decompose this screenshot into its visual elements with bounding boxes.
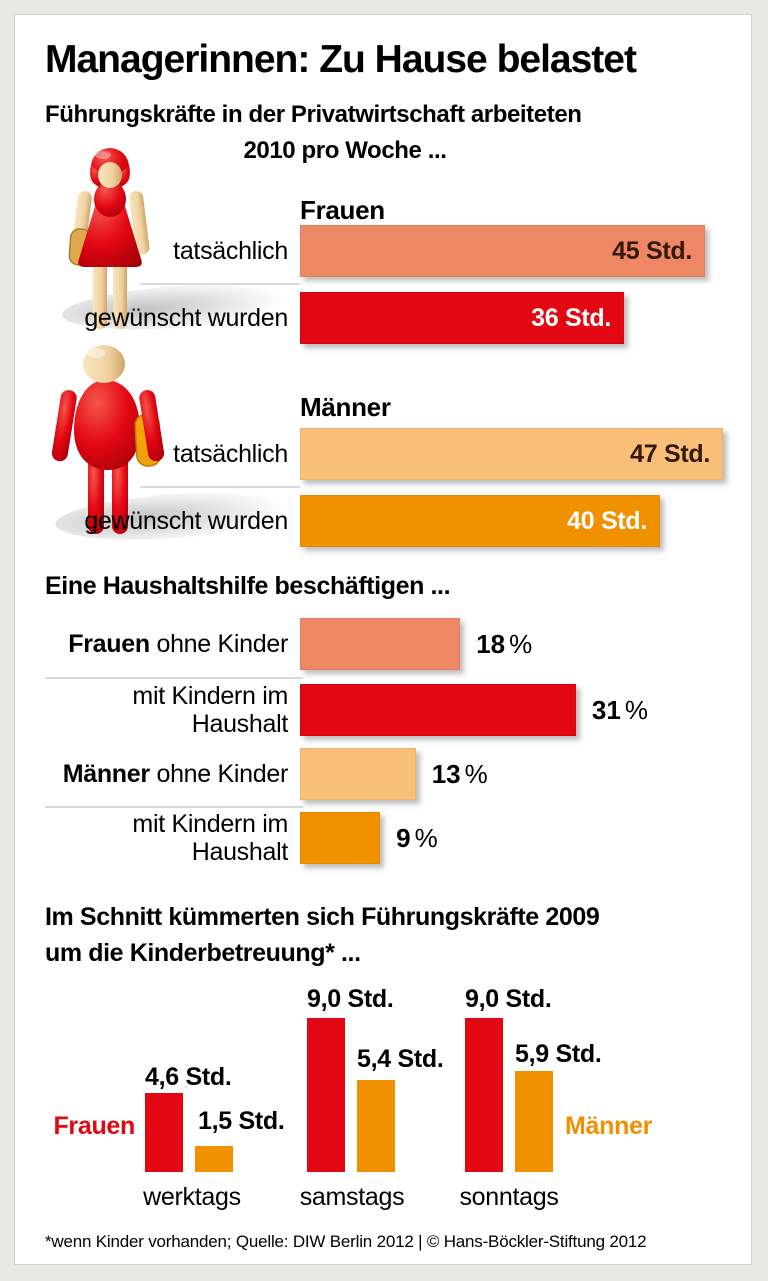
row-label: mit Kindern im Haushalt	[132, 810, 288, 866]
row-separator	[140, 283, 300, 285]
row-separator	[140, 486, 300, 488]
bar-row-maenner-gewuenscht: gewünscht wurden 40 Std.	[15, 495, 660, 547]
bar-row-maenner-mit-kindern: mit Kindern im Haushalt 9%	[15, 810, 438, 866]
bar-row-frauen-mit-kindern: mit Kindern im Haushalt 31%	[15, 682, 648, 738]
bar-maenner-ohne-kinder	[300, 748, 416, 800]
bar-row-frauen-ohne-kinder: Frauen ohne Kinder 18%	[15, 618, 532, 670]
bar-value: 9%	[396, 822, 438, 853]
row-label: mit Kindern im Haushalt	[132, 682, 288, 738]
row-label: gewünscht wurden	[84, 507, 288, 535]
category-label-sonntags: sonntags	[459, 1183, 559, 1211]
vbar-frauen-samstags	[307, 1018, 345, 1172]
bar-value: 40 Std.	[567, 506, 647, 535]
row-label: tatsächlich	[173, 237, 288, 265]
row-separator	[45, 677, 303, 679]
row-separator	[45, 806, 303, 808]
infographic-card: Managerinnen: Zu Hause belastet Führungs…	[14, 14, 752, 1265]
chart1-title-line1: Führungskräfte in der Privatwirtschaft a…	[45, 101, 582, 128]
value-label-maenner-samstags: 5,4 Std.	[357, 1045, 444, 1073]
bar-value: 36 Std.	[531, 303, 611, 332]
value-label-frauen-samstags: 9,0 Std.	[307, 985, 394, 1013]
chart3-title-line2: um die Kinderbetreuung* ...	[45, 939, 361, 967]
row-label: tatsächlich	[173, 440, 288, 468]
bar-row-maenner-ohne-kinder: Männer ohne Kinder 13%	[15, 748, 488, 800]
bar-frauen-gewuenscht: 36 Std.	[300, 292, 624, 344]
vbar-maenner-werktags	[195, 1146, 233, 1172]
value-label-frauen-werktags: 4,6 Std.	[145, 1063, 232, 1091]
woman-figure-icon	[62, 148, 292, 330]
bar-maenner-mit-kindern	[300, 812, 381, 864]
legend-frauen: Frauen	[53, 1112, 135, 1140]
bar-row-maenner-tatsaechlich: tatsächlich 47 Std.	[15, 428, 723, 480]
group-header-maenner: Männer	[300, 392, 391, 422]
vbar-frauen-sonntags	[465, 1018, 503, 1172]
bar-value: 13%	[431, 758, 488, 789]
row-label: Frauen ohne Kinder	[68, 630, 288, 658]
bar-frauen-mit-kindern	[300, 684, 576, 736]
vbar-frauen-werktags	[145, 1093, 183, 1172]
bar-value: 18%	[476, 628, 533, 659]
bar-maenner-gewuenscht: 40 Std.	[300, 495, 660, 547]
group-header-frauen: Frauen	[300, 195, 385, 225]
legend-maenner: Männer	[565, 1112, 653, 1140]
category-label-samstags: samstags	[299, 1183, 405, 1211]
source-note: *wenn Kinder vorhanden; Quelle: DIW Berl…	[45, 1232, 647, 1251]
bar-value: 45 Std.	[612, 236, 692, 265]
chart1-title-line2: 2010 pro Woche ...	[243, 137, 447, 164]
category-label-werktags: werktags	[143, 1183, 241, 1211]
bar-frauen-ohne-kinder	[300, 618, 461, 670]
vbar-maenner-samstags	[357, 1079, 395, 1172]
page-title: Managerinnen: Zu Hause belastet	[45, 38, 637, 81]
chart2-title: Eine Haushaltshilfe beschäftigen ...	[45, 572, 451, 600]
man-figure-icon	[51, 345, 293, 540]
bar-maenner-tatsaechlich: 47 Std.	[300, 428, 723, 480]
bar-row-frauen-tatsaechlich: tatsächlich 45 Std.	[15, 225, 705, 277]
chart3-title-line1: Im Schnitt kümmerten sich Führungskräfte…	[45, 903, 600, 931]
value-label-maenner-sonntags: 5,9 Std.	[515, 1040, 602, 1068]
bar-value: 31%	[591, 694, 648, 725]
value-label-maenner-werktags: 1,5 Std.	[198, 1107, 285, 1135]
bar-value: 47 Std.	[630, 439, 710, 468]
bar-row-frauen-gewuenscht: gewünscht wurden 36 Std.	[15, 292, 624, 344]
bar-frauen-tatsaechlich: 45 Std.	[300, 225, 705, 277]
row-label: gewünscht wurden	[84, 304, 288, 332]
value-label-frauen-sonntags: 9,0 Std.	[465, 985, 552, 1013]
childcare-bar-chart	[15, 975, 753, 1172]
vbar-maenner-sonntags	[515, 1071, 553, 1172]
row-label: Männer ohne Kinder	[62, 760, 289, 788]
